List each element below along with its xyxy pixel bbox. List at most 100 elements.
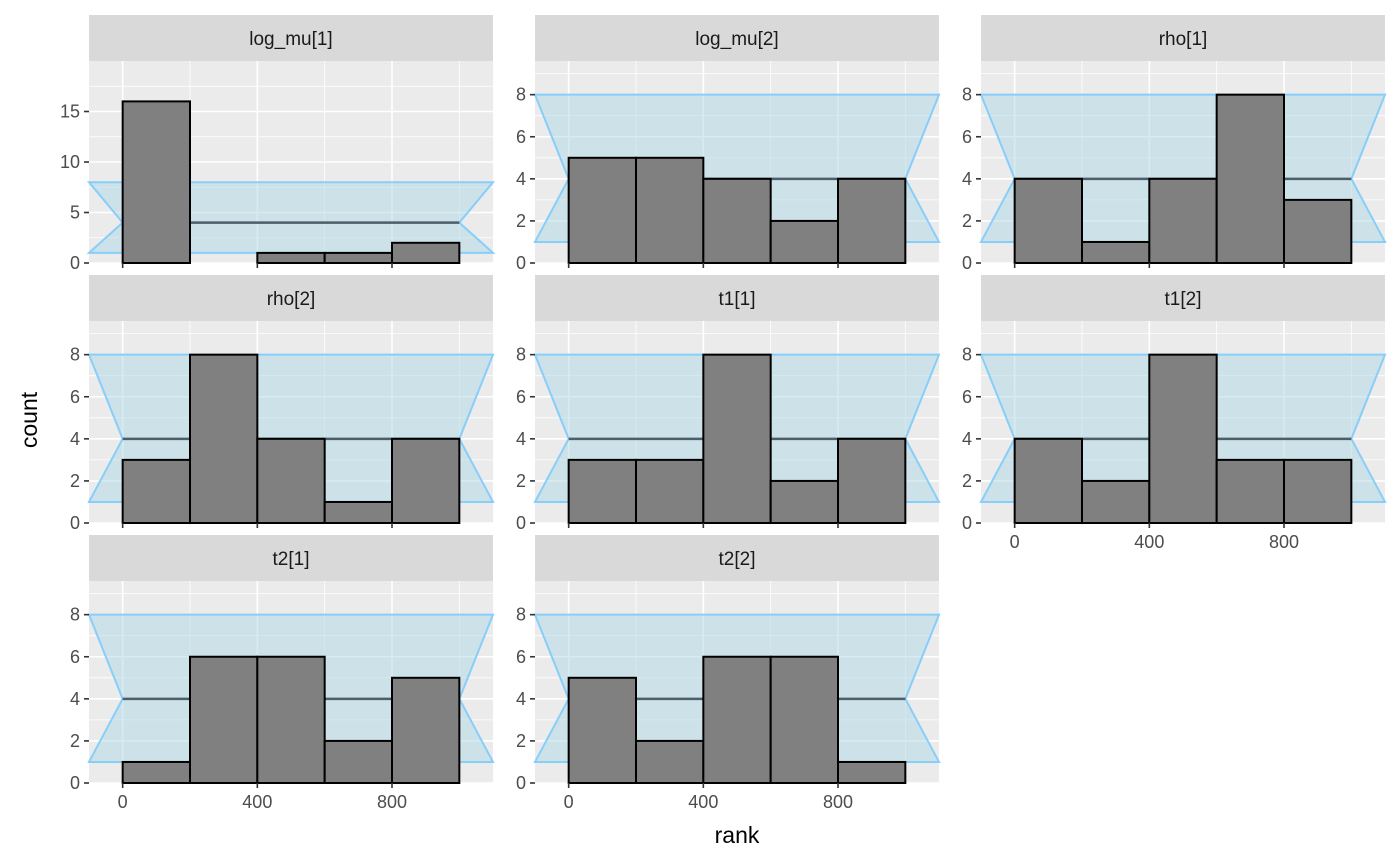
- histogram-bar: [391, 676, 461, 785]
- x-tick-label: 400: [1134, 532, 1164, 552]
- y-tick-label: 8: [516, 345, 526, 365]
- y-tick-label: 2: [962, 471, 972, 491]
- y-tick-label: 2: [516, 211, 526, 231]
- y-tick-label: 6: [516, 127, 526, 147]
- y-tick-label: 6: [962, 127, 972, 147]
- y-tick-label: 6: [516, 387, 526, 407]
- histogram-bar: [1013, 177, 1084, 264]
- y-tick-label: 4: [962, 169, 972, 189]
- y-tick-label: 2: [70, 731, 80, 751]
- facet-panel: t2[1] 0 2 4 6 8 0 400 800: [70, 535, 495, 812]
- y-tick-label: 0: [516, 253, 526, 273]
- x-tick-label: 400: [242, 792, 272, 812]
- y-tick-label: 0: [70, 253, 80, 273]
- facet-strip-label: t1[1]: [719, 289, 756, 310]
- y-tick-label: 5: [70, 203, 80, 223]
- y-tick-label: 8: [516, 85, 526, 105]
- histogram-bar: [837, 760, 907, 784]
- histogram-bar: [121, 458, 191, 524]
- facet-strip-label: log_mu[2]: [695, 29, 778, 50]
- histogram-bar: [1148, 353, 1218, 524]
- x-tick-label: 400: [688, 792, 718, 812]
- facet-strip-label: log_mu[1]: [249, 29, 332, 50]
- facet-strip: [535, 15, 939, 61]
- y-tick-label: 8: [70, 605, 80, 625]
- y-tick-label: 0: [962, 513, 972, 533]
- y-tick-label: 8: [962, 345, 972, 365]
- histogram-bar: [391, 437, 461, 525]
- histogram-bar: [189, 353, 259, 524]
- x-tick-label: 0: [1010, 532, 1020, 552]
- histogram-bar: [837, 437, 907, 525]
- histogram-bar: [391, 241, 461, 265]
- histogram-bar: [189, 655, 259, 784]
- histogram-bar: [567, 676, 638, 785]
- facet-strip: [89, 275, 493, 321]
- histogram-bar: [702, 655, 772, 784]
- y-tick-label: 0: [70, 773, 80, 793]
- histogram-bar: [1215, 458, 1285, 524]
- y-tick-label: 0: [962, 253, 972, 273]
- y-tick-label: 4: [962, 429, 972, 449]
- facet-panel: rho[2] 0 2 4 6 8: [70, 275, 495, 533]
- y-tick-label: 2: [70, 471, 80, 491]
- histogram-bar: [837, 177, 907, 264]
- histogram-bar: [256, 251, 326, 264]
- histogram-bar: [1081, 240, 1151, 264]
- y-tick-label: 2: [516, 731, 526, 751]
- x-axis-title: rank: [715, 822, 760, 848]
- histogram-bar: [256, 437, 326, 525]
- histogram-bar: [1148, 177, 1218, 264]
- y-tick-label: 6: [962, 387, 972, 407]
- y-tick-label: 6: [516, 647, 526, 667]
- facet-panel: t2[2] 0 2 4 6 8 0 400 800: [516, 535, 941, 812]
- y-tick-label: 0: [516, 513, 526, 533]
- histogram-bar: [769, 655, 840, 784]
- histogram-bar: [567, 458, 638, 524]
- y-tick-label: 10: [60, 152, 80, 172]
- x-tick-label: 800: [1269, 532, 1299, 552]
- histogram-bar: [567, 156, 638, 265]
- histogram-bar: [1283, 198, 1353, 264]
- y-tick-label: 4: [516, 169, 526, 189]
- histogram-bar: [323, 251, 393, 264]
- histogram-bar: [256, 655, 326, 784]
- facet-panels: log_mu[1] 0 5 10 15 log_mu[2] 0 2 4 6 8 rho[1] 0 2 4 6 8…: [60, 15, 1387, 812]
- y-tick-label: 4: [516, 429, 526, 449]
- facet-strip-label: t2[1]: [273, 549, 310, 570]
- facet-panel: t1[1] 0 2 4 6 8: [516, 275, 941, 533]
- histogram-bar: [121, 100, 191, 265]
- y-tick-label: 8: [962, 85, 972, 105]
- x-tick-label: 800: [823, 792, 853, 812]
- histogram-bar: [702, 177, 772, 264]
- facet-strip: [535, 535, 939, 581]
- facet-strip: [981, 275, 1385, 321]
- y-tick-label: 8: [516, 605, 526, 625]
- histogram-bar: [635, 739, 705, 785]
- y-axis-title: count: [16, 391, 42, 448]
- facet-strip: [89, 535, 493, 581]
- histogram-bar: [323, 739, 393, 785]
- histogram-bar: [1283, 458, 1353, 524]
- histogram-bar: [769, 479, 840, 524]
- y-tick-label: 6: [70, 387, 80, 407]
- histogram-bar: [1081, 479, 1151, 524]
- y-tick-label: 4: [516, 689, 526, 709]
- facet-strip-label: t2[2]: [719, 549, 756, 570]
- facet-strip-label: t1[2]: [1165, 289, 1202, 310]
- x-tick-label: 0: [564, 792, 574, 812]
- y-tick-label: 2: [516, 471, 526, 491]
- y-tick-label: 0: [516, 773, 526, 793]
- histogram-bar: [769, 219, 840, 265]
- y-tick-label: 6: [70, 647, 80, 667]
- y-tick-label: 15: [60, 102, 80, 122]
- x-tick-label: 800: [377, 792, 407, 812]
- histogram-bar: [635, 156, 705, 265]
- histogram-bar: [1013, 437, 1084, 525]
- facet-strip: [535, 275, 939, 321]
- facet-panel: log_mu[1] 0 5 10 15: [60, 15, 496, 273]
- histogram-bar: [635, 458, 705, 524]
- histogram-bar: [1215, 93, 1285, 264]
- y-tick-label: 4: [70, 689, 80, 709]
